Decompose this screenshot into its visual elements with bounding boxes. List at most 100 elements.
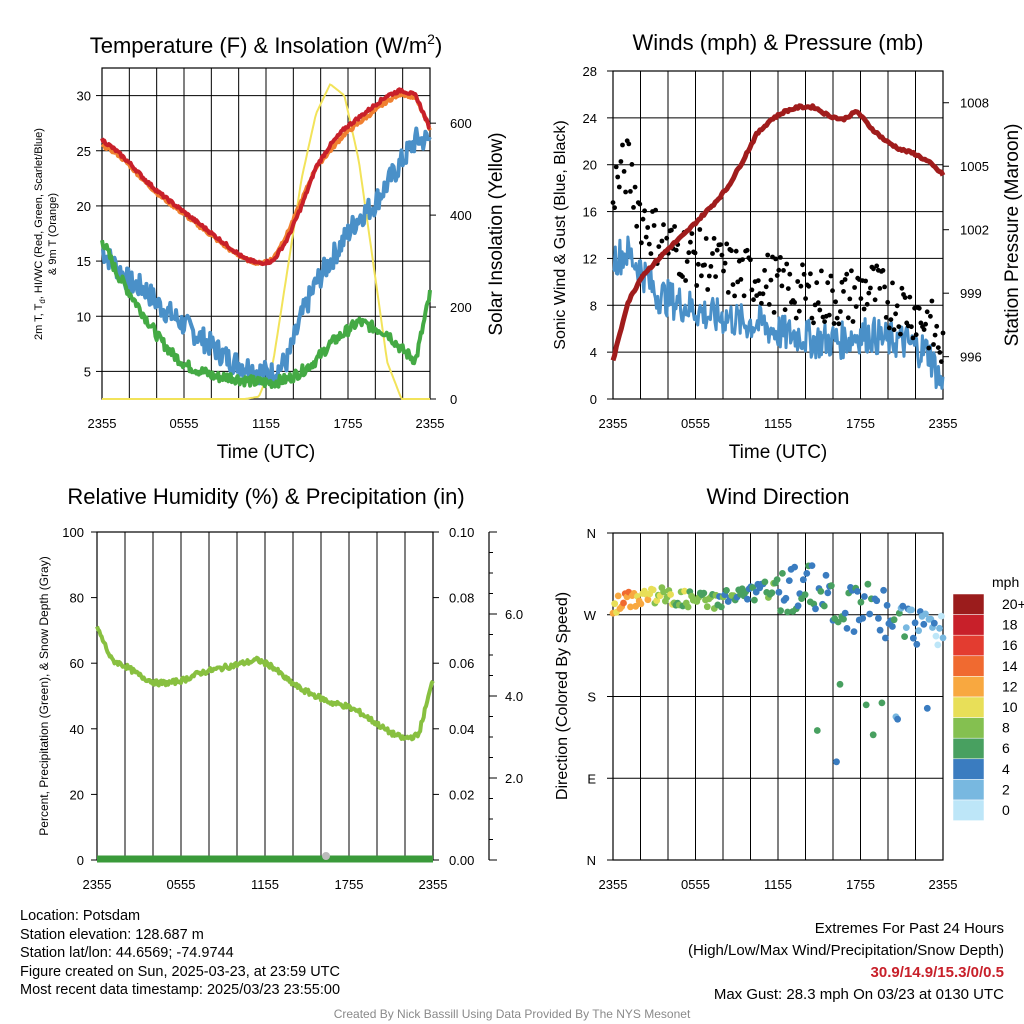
- humidity-y-label: Percent, Precipitation (Green), & Snow D…: [37, 556, 51, 835]
- x-tick-label: 2355: [83, 877, 112, 892]
- direction-point: [920, 620, 928, 628]
- y-tick-label: 0: [77, 853, 84, 868]
- y-tick-label: 80: [70, 591, 84, 606]
- gust-point: [817, 307, 823, 313]
- gust-point: [688, 239, 693, 245]
- gust-point: [616, 184, 622, 190]
- y-tick-label: 20: [77, 199, 91, 214]
- gust-point: [631, 205, 636, 210]
- gust-point: [711, 236, 717, 241]
- gust-point: [669, 227, 674, 233]
- gust-point: [776, 267, 782, 273]
- colorbar-swatch: [952, 614, 985, 636]
- y-tick-label: 0: [590, 392, 597, 407]
- gust-point: [740, 257, 745, 262]
- gust-point: [781, 268, 786, 273]
- gust-point: [931, 342, 936, 347]
- y-tick-label: 28: [583, 64, 597, 79]
- extremes-values: 30.9/14.9/15.3/0/0.5: [870, 964, 1004, 981]
- y-tick-label: 60: [70, 656, 84, 671]
- gust-point: [702, 262, 707, 268]
- gust-point: [923, 321, 928, 327]
- winds-x-label: Time (UTC): [729, 442, 828, 463]
- gust-point: [830, 288, 835, 294]
- gust-point: [718, 242, 723, 248]
- y2-tick-label: 400: [450, 208, 472, 223]
- y-tick-label: E: [587, 771, 596, 786]
- direction-point: [875, 614, 882, 622]
- direction-point: [614, 592, 622, 600]
- y2-tick-label: 1008: [960, 96, 989, 111]
- direction-point: [660, 588, 667, 596]
- gust-point: [924, 309, 930, 315]
- y-tick-label: N: [587, 526, 596, 541]
- x-tick-label: 0555: [681, 416, 710, 431]
- y-tick-label: 5: [84, 364, 91, 379]
- y2-tick-label: 200: [450, 300, 472, 315]
- gust-point: [779, 283, 785, 289]
- snow-depth-ticks: 2.0 4.0 6.0: [489, 531, 523, 861]
- gust-point: [629, 162, 635, 167]
- gust-point: [646, 241, 652, 247]
- gust-point: [689, 231, 695, 237]
- winds-y-label: Sonic Wind & Gust (Blue, Black): [552, 120, 569, 349]
- gust-point: [615, 174, 621, 180]
- temperature-panel: Temperature (F) & Insolation (W/m2) 5 10 1…: [33, 31, 507, 463]
- direction-points: [609, 562, 947, 766]
- gust-point: [899, 285, 905, 291]
- gust-point: [664, 235, 670, 241]
- insolation-y-label: Solar Insolation (Yellow): [486, 132, 507, 335]
- gust-point: [784, 261, 790, 267]
- direction-point: [922, 610, 929, 618]
- direction-point: [813, 727, 821, 734]
- y2-tick-label: 0.10: [449, 525, 474, 540]
- gust-point: [634, 223, 640, 229]
- gust-point: [714, 247, 720, 253]
- direction-x-ticks: 2355 0555 1155 1755 2355: [599, 877, 958, 892]
- direction-point: [684, 603, 692, 611]
- direction-point: [653, 597, 661, 604]
- gust-point: [828, 273, 834, 279]
- gust-point: [916, 305, 922, 311]
- direction-point: [681, 587, 688, 595]
- gust-point: [866, 290, 872, 296]
- colorbar-label: 14: [1002, 658, 1018, 674]
- colorbar-swatch: [952, 779, 985, 801]
- gust-point: [898, 331, 903, 337]
- direction-point: [836, 680, 844, 688]
- gust-point: [839, 279, 845, 285]
- pressure-y-label: Station Pressure (Maroon): [1002, 124, 1023, 347]
- direction-point: [869, 731, 877, 739]
- pressure-y-ticks: 996 999 1002 1005 1008: [943, 96, 989, 365]
- gust-point: [697, 227, 703, 232]
- x-tick-label: 1155: [764, 416, 792, 431]
- extremes-info: Extremes For Past 24 Hours (High/Low/Max…: [688, 918, 1004, 1006]
- gust-point: [771, 310, 777, 315]
- y2-tick-label: 0.02: [449, 787, 474, 802]
- humidity-series: [95, 625, 435, 863]
- direction-point: [803, 570, 811, 577]
- direction-point: [751, 596, 758, 604]
- direction-point: [717, 603, 725, 611]
- temperature-x-label: Time (UTC): [217, 442, 316, 463]
- direction-point: [812, 605, 819, 613]
- precip-y-ticks: 0.00 0.02 0.04 0.06 0.08 0.10: [433, 525, 474, 868]
- direction-point: [854, 588, 861, 595]
- gust-point: [721, 268, 726, 274]
- gust-point: [620, 142, 625, 148]
- gust-point: [800, 262, 805, 268]
- gust-point: [692, 250, 698, 256]
- gust-point: [643, 234, 649, 240]
- y-tick-label: 4: [590, 345, 597, 360]
- direction-point: [937, 612, 945, 620]
- direction-point: [761, 578, 769, 586]
- speed-colorbar: 20+ 18 16 14 12 10 8 6 4 2 0: [952, 593, 1024, 821]
- gust-point: [907, 294, 913, 300]
- gust-point: [896, 324, 902, 329]
- x-tick-label: 0555: [681, 877, 710, 892]
- gust-point: [891, 327, 897, 333]
- direction-point: [878, 699, 886, 707]
- gust-point: [935, 345, 941, 350]
- x-tick-label: 2355: [416, 416, 445, 431]
